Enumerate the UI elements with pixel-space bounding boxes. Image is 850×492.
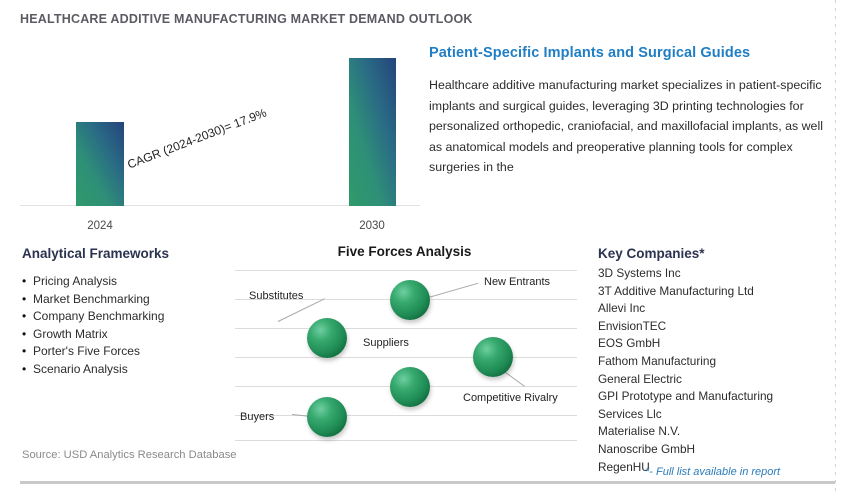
gridline	[235, 357, 577, 358]
footer-divider	[20, 481, 835, 484]
list-item: Company Benchmarking	[22, 308, 227, 326]
analytical-frameworks-list: Pricing Analysis Market Benchmarking Com…	[22, 273, 227, 378]
force-bubble-new-entrants	[390, 280, 430, 320]
bar-2030	[349, 58, 396, 206]
list-item: Scenario Analysis	[22, 361, 227, 379]
list-item: Growth Matrix	[22, 326, 227, 344]
five-forces-plot: Substitutes New Entrants Suppliers Buyer…	[235, 268, 577, 444]
list-item: GPI Prototype and Manufacturing	[598, 389, 774, 404]
bar-label-2024: 2024	[87, 220, 113, 232]
right-guide-line	[835, 0, 836, 492]
five-forces-section: Five Forces Analysis Substitutes New Ent…	[232, 244, 577, 444]
gridline	[235, 415, 577, 416]
list-item: Pricing Analysis	[22, 273, 227, 291]
list-item: 3T Additive Manufacturing Ltd	[598, 283, 754, 298]
bar-label-2030: 2030	[359, 220, 385, 232]
chart-axis-baseline	[20, 205, 420, 206]
force-label-new-entrants: New Entrants	[484, 276, 551, 288]
market-outlook-bar-chart: 2024 2030 CAGR (2024-2030)= 17.9%	[20, 40, 420, 236]
description-body: Healthcare additive manufacturing market…	[429, 78, 823, 174]
analytical-frameworks-section: Analytical Frameworks Pricing Analysis M…	[22, 246, 227, 378]
list-item: Fathom Manufacturing	[598, 353, 717, 368]
key-companies-footnote: *- Full list available in report	[645, 466, 781, 478]
five-forces-title: Five Forces Analysis	[337, 244, 472, 259]
list-item: 3D Systems Inc	[598, 266, 681, 280]
source-note: Source: USD Analytics Research Database	[22, 449, 237, 461]
cagr-annotation: CAGR (2024-2030)= 17.9%	[125, 105, 269, 172]
gridline	[235, 270, 577, 271]
key-companies-title: Key Companies*	[598, 246, 705, 261]
force-bubble-substitutes	[307, 318, 347, 358]
list-item: General Electric	[598, 371, 682, 386]
list-item: Allevi Inc	[598, 301, 646, 316]
gridline	[235, 328, 577, 329]
list-item: Market Benchmarking	[22, 291, 227, 309]
force-bubble-competitive-rivalry	[473, 337, 513, 377]
force-bubble-buyers	[307, 397, 347, 437]
list-item: RegenHU	[598, 459, 650, 474]
bar-2024	[76, 122, 124, 206]
list-item: Materialise N.V.	[598, 424, 681, 439]
force-label-suppliers: Suppliers	[363, 337, 409, 349]
list-item: Services Llc	[598, 406, 662, 421]
analytical-frameworks-title: Analytical Frameworks	[22, 246, 170, 261]
key-companies-list: 3D Systems Inc 3T Additive Manufacturing…	[598, 265, 838, 474]
list-item: EnvisionTEC	[598, 318, 667, 333]
list-item: EOS GmbH	[598, 336, 661, 351]
list-item: Porter's Five Forces	[22, 343, 227, 361]
gridline	[235, 440, 577, 441]
page-title: HEALTHCARE ADDITIVE MANUFACTURING MARKET…	[20, 12, 473, 26]
force-label-substitutes: Substitutes	[249, 290, 304, 302]
key-companies-section: Key Companies* 3D Systems Inc 3T Additiv…	[598, 246, 838, 474]
force-label-competitive-rivalry: Competitive Rivalry	[463, 392, 558, 404]
list-item: Nanoscribe GmbH	[598, 441, 696, 456]
description-panel: Patient-Specific Implants and Surgical G…	[429, 45, 837, 200]
description-title: Patient-Specific Implants and Surgical G…	[429, 45, 751, 61]
force-label-buyers: Buyers	[240, 411, 275, 423]
force-bubble-suppliers	[390, 367, 430, 407]
